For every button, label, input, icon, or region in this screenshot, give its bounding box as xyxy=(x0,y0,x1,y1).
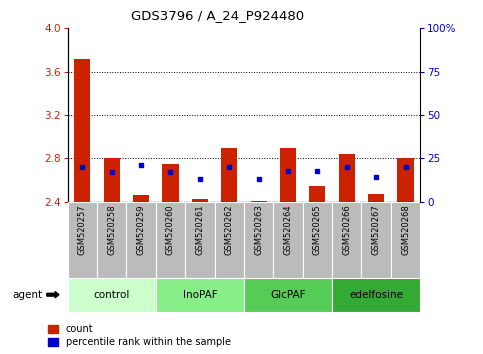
Bar xyxy=(332,278,420,312)
Bar xyxy=(244,202,273,278)
Bar xyxy=(391,202,420,278)
Bar xyxy=(398,159,413,202)
Text: GSM520261: GSM520261 xyxy=(195,204,204,255)
Text: GSM520263: GSM520263 xyxy=(254,204,263,255)
Text: agent: agent xyxy=(12,290,42,300)
Text: GlcPAF: GlcPAF xyxy=(270,290,306,300)
Bar xyxy=(339,154,355,202)
Bar xyxy=(162,164,179,202)
Text: GSM520267: GSM520267 xyxy=(371,204,381,255)
Bar xyxy=(74,59,90,202)
Text: GSM520260: GSM520260 xyxy=(166,204,175,255)
Bar xyxy=(68,202,97,278)
Bar xyxy=(97,202,127,278)
Bar xyxy=(309,185,326,202)
Bar xyxy=(361,202,391,278)
Text: GSM520262: GSM520262 xyxy=(225,204,234,255)
Text: GSM520268: GSM520268 xyxy=(401,204,410,255)
Bar xyxy=(133,195,149,202)
Text: GSM520266: GSM520266 xyxy=(342,204,351,255)
Text: GSM520258: GSM520258 xyxy=(107,204,116,255)
Text: GDS3796 / A_24_P924480: GDS3796 / A_24_P924480 xyxy=(131,9,304,22)
Bar xyxy=(221,148,237,202)
Text: GSM520257: GSM520257 xyxy=(78,204,87,255)
Text: edelfosine: edelfosine xyxy=(349,290,403,300)
Text: control: control xyxy=(94,290,130,300)
Bar xyxy=(214,202,244,278)
Text: GSM520265: GSM520265 xyxy=(313,204,322,255)
Bar xyxy=(273,202,303,278)
Bar xyxy=(104,159,120,202)
Bar xyxy=(251,201,267,202)
Bar xyxy=(185,202,214,278)
Bar xyxy=(368,194,384,202)
Bar xyxy=(244,278,332,312)
Bar xyxy=(156,202,185,278)
Bar xyxy=(280,148,296,202)
Bar xyxy=(127,202,156,278)
Bar xyxy=(303,202,332,278)
Legend: count, percentile rank within the sample: count, percentile rank within the sample xyxy=(48,325,231,347)
Bar xyxy=(192,199,208,202)
Text: GSM520264: GSM520264 xyxy=(284,204,293,255)
Text: InoPAF: InoPAF xyxy=(183,290,217,300)
Bar xyxy=(156,278,244,312)
Bar xyxy=(332,202,361,278)
Bar xyxy=(68,278,156,312)
Text: GSM520259: GSM520259 xyxy=(137,204,145,255)
